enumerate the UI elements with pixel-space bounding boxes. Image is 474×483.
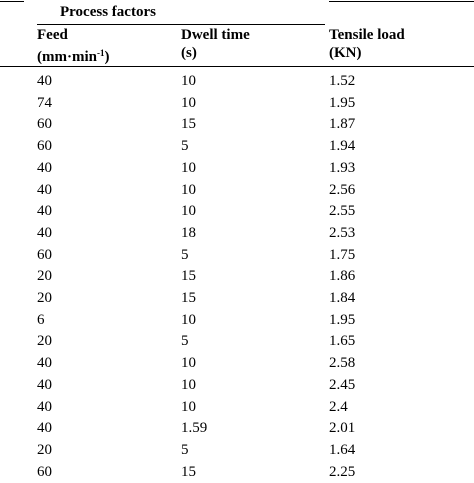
- table-row: 20 15 1.84: [0, 287, 474, 309]
- feed-header: Feed: [37, 27, 68, 43]
- feed-cell: 6: [37, 311, 45, 328]
- feed-cell: 20: [37, 333, 52, 350]
- dwell-time-cell: 10: [181, 181, 196, 198]
- dwell-time-cell: 5: [181, 333, 189, 350]
- dwell-time-cell: 10: [181, 203, 196, 220]
- tensile-load-unit-header: (KN): [329, 45, 362, 61]
- process-factors-underline: [37, 24, 325, 25]
- header-bottom-rule: [0, 66, 474, 67]
- feed-cell: 60: [37, 138, 52, 155]
- dwell-time-cell: 18: [181, 224, 196, 241]
- tensile-load-cell: 1.95: [329, 94, 356, 111]
- tensile-load-cell: 2.4: [329, 398, 348, 415]
- feed-cell: 40: [37, 159, 52, 176]
- table-row: 40 10 1.52: [0, 70, 474, 92]
- table-row: 40 10 2.56: [0, 179, 474, 201]
- tensile-load-cell: 2.56: [329, 181, 356, 198]
- table-row: 60 5 1.94: [0, 135, 474, 157]
- feed-cell: 40: [37, 203, 52, 220]
- table-row: 40 10 2.4: [0, 396, 474, 418]
- table-row: 20 5 1.65: [0, 330, 474, 352]
- tensile-load-cell: 1.65: [329, 333, 356, 350]
- feed-cell: 20: [37, 441, 52, 458]
- feed-cell: 40: [37, 73, 52, 89]
- dwell-time-cell: 10: [181, 376, 196, 393]
- feed-cell: 20: [37, 290, 52, 306]
- table-row: 20 15 1.86: [0, 265, 474, 287]
- feed-cell: 40: [37, 398, 52, 415]
- feed-cell: 40: [37, 376, 52, 393]
- dwell-time-cell: 5: [181, 441, 189, 458]
- tensile-load-header: Tensile load: [329, 27, 405, 43]
- table-row: 60 15 2.25: [0, 461, 474, 483]
- dwell-time-cell: 5: [181, 138, 189, 155]
- tensile-load-cell: 1.75: [329, 246, 356, 263]
- dwell-time-cell: 10: [181, 73, 196, 89]
- feed-cell: 40: [37, 181, 52, 198]
- tensile-load-cell: 2.58: [329, 355, 356, 372]
- tensile-load-cell: 1.84: [329, 290, 356, 306]
- feed-cell: 60: [37, 246, 52, 263]
- tensile-load-cell: 1.95: [329, 311, 356, 328]
- table-row: 40 18 2.53: [0, 222, 474, 244]
- tensile-load-cell: 1.64: [329, 441, 356, 458]
- dwell-time-cell: 15: [181, 116, 196, 133]
- feed-cell: 60: [37, 116, 52, 133]
- dwell-time-cell: 10: [181, 159, 196, 176]
- table-row: 40 10 2.58: [0, 352, 474, 374]
- feed-cell: 20: [37, 268, 52, 285]
- dwell-time-cell: 15: [181, 290, 196, 306]
- table-row: 74 10 1.95: [0, 92, 474, 114]
- tensile-load-cell: 2.53: [329, 224, 356, 241]
- feed-cell: 74: [37, 94, 52, 111]
- top-rule-right: [329, 1, 474, 2]
- tensile-load-cell: 1.52: [329, 73, 356, 89]
- dwell-time-cell: 1.59: [181, 420, 208, 437]
- table-row: 40 10 2.45: [0, 374, 474, 396]
- tensile-load-cell: 1.86: [329, 268, 356, 285]
- dwell-time-cell: 10: [181, 94, 196, 111]
- tensile-load-cell: 2.01: [329, 420, 356, 437]
- tensile-load-cell: 1.87: [329, 116, 356, 133]
- dwell-time-cell: 10: [181, 398, 196, 415]
- table-row: 6 10 1.95: [0, 309, 474, 331]
- tensile-load-cell: 1.94: [329, 138, 356, 155]
- top-rule-left: [0, 1, 24, 2]
- dwell-time-header: Dwell time: [181, 27, 250, 43]
- tensile-load-cell: 2.25: [329, 463, 356, 480]
- feed-cell: 40: [37, 420, 52, 437]
- feed-cell: 60: [37, 463, 52, 480]
- dwell-time-cell: 15: [181, 463, 196, 480]
- dwell-time-cell: 10: [181, 311, 196, 328]
- table-row: 60 5 1.75: [0, 244, 474, 266]
- table-row: 40 1.59 2.01: [0, 417, 474, 439]
- table-row: 40 10 2.55: [0, 200, 474, 222]
- dwell-time-unit-header: (s): [181, 45, 197, 61]
- dwell-time-cell: 15: [181, 268, 196, 285]
- table-row: 20 5 1.64: [0, 439, 474, 461]
- feed-cell: 40: [37, 224, 52, 241]
- tensile-load-cell: 2.55: [329, 203, 356, 220]
- table-row: 60 15 1.87: [0, 113, 474, 135]
- dwell-time-cell: 10: [181, 355, 196, 372]
- tensile-load-cell: 2.45: [329, 376, 356, 393]
- feed-cell: 40: [37, 355, 52, 372]
- tensile-load-cell: 1.93: [329, 159, 356, 176]
- process-factors-header: Process factors: [60, 4, 156, 20]
- table-row: 40 10 1.93: [0, 157, 474, 179]
- dwell-time-cell: 5: [181, 246, 189, 263]
- feed-unit-header: (mm·min-1): [37, 48, 110, 65]
- feed-unit-exponent: -1: [97, 48, 105, 58]
